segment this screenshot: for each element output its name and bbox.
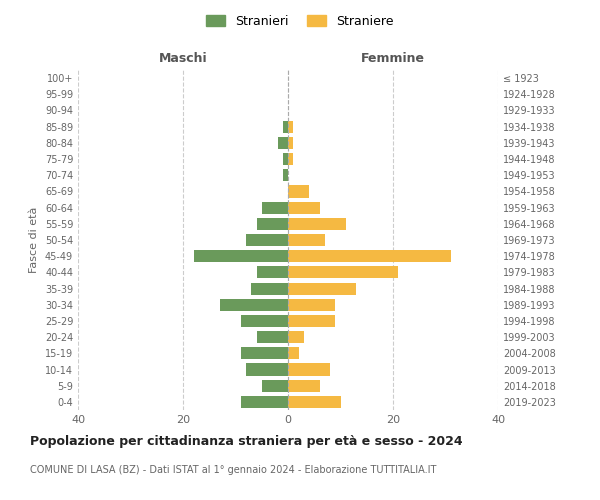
- Bar: [257, 266, 288, 278]
- Bar: [283, 120, 288, 132]
- Bar: [288, 331, 304, 343]
- Bar: [288, 250, 451, 262]
- Bar: [246, 234, 288, 246]
- Text: Maschi: Maschi: [158, 52, 208, 65]
- Legend: Stranieri, Straniere: Stranieri, Straniere: [203, 11, 397, 32]
- Bar: [288, 348, 299, 360]
- Y-axis label: Fasce di età: Fasce di età: [29, 207, 39, 273]
- Bar: [257, 331, 288, 343]
- Text: Popolazione per cittadinanza straniera per età e sesso - 2024: Popolazione per cittadinanza straniera p…: [30, 435, 463, 448]
- Bar: [241, 315, 288, 327]
- Bar: [288, 120, 293, 132]
- Bar: [288, 396, 341, 408]
- Bar: [251, 282, 288, 294]
- Bar: [288, 218, 346, 230]
- Bar: [257, 218, 288, 230]
- Bar: [288, 282, 356, 294]
- Bar: [288, 137, 293, 149]
- Bar: [193, 250, 288, 262]
- Bar: [288, 315, 335, 327]
- Bar: [288, 153, 293, 165]
- Text: COMUNE DI LASA (BZ) - Dati ISTAT al 1° gennaio 2024 - Elaborazione TUTTITALIA.IT: COMUNE DI LASA (BZ) - Dati ISTAT al 1° g…: [30, 465, 436, 475]
- Bar: [241, 348, 288, 360]
- Bar: [288, 298, 335, 311]
- Bar: [288, 380, 320, 392]
- Bar: [246, 364, 288, 376]
- Bar: [283, 153, 288, 165]
- Bar: [277, 137, 288, 149]
- Bar: [241, 396, 288, 408]
- Bar: [283, 169, 288, 181]
- Bar: [262, 202, 288, 213]
- Bar: [288, 202, 320, 213]
- Bar: [288, 364, 330, 376]
- Bar: [220, 298, 288, 311]
- Bar: [288, 266, 398, 278]
- Bar: [262, 380, 288, 392]
- Bar: [288, 186, 309, 198]
- Text: Femmine: Femmine: [361, 52, 425, 65]
- Bar: [288, 234, 325, 246]
